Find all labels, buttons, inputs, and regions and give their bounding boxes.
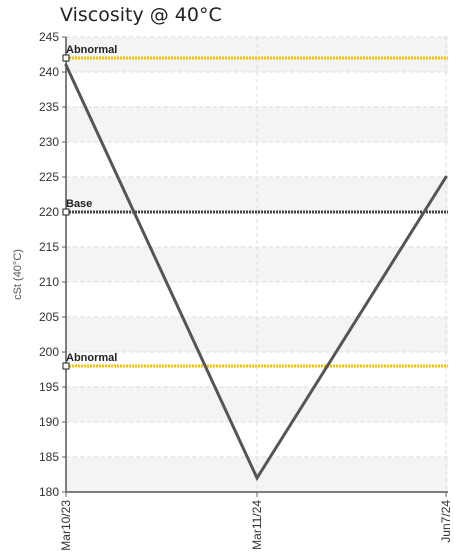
data-point [255,476,259,480]
y-tick-label: 245 [39,30,59,44]
y-tick-label: 190 [39,415,59,429]
y-tick-label: 240 [39,65,59,79]
y-tick-label: 180 [39,485,59,499]
x-tick-label: Mar10/23 [59,500,73,551]
y-tick-label: 230 [39,135,59,149]
y-tick-label: 215 [39,240,59,254]
reference-marker [62,54,70,62]
x-tick-label: Jun7/24 [439,500,453,543]
reference-marker [62,362,70,370]
x-tick-label: Mar11/24 [250,500,264,550]
reference-marker [62,208,70,216]
y-tick-label: 210 [39,275,59,289]
y-tick-label: 200 [39,345,59,359]
reference-label: Base [66,198,92,210]
reference-label: Abnormal [66,44,117,56]
y-tick-label: 195 [39,380,59,394]
data-point [444,175,448,179]
y-axis-title: cSt (40°C) [12,249,24,300]
series-layer [64,63,448,482]
data-point [64,63,68,67]
reference-lines: Abnormal Base Abnormal [62,44,448,370]
tick-labels: 180 185 190 195 200 205 210 215 220 225 230 235 240 2… [12,30,453,551]
chart-title: Viscosity @ 40°C [60,4,222,26]
reference-label: Abnormal [66,352,117,364]
y-tick-label: 185 [39,450,59,464]
y-tick-label: 225 [39,170,59,184]
y-tick-label: 205 [39,310,59,324]
y-tick-label: 220 [39,205,59,219]
y-tick-label: 235 [39,100,59,114]
